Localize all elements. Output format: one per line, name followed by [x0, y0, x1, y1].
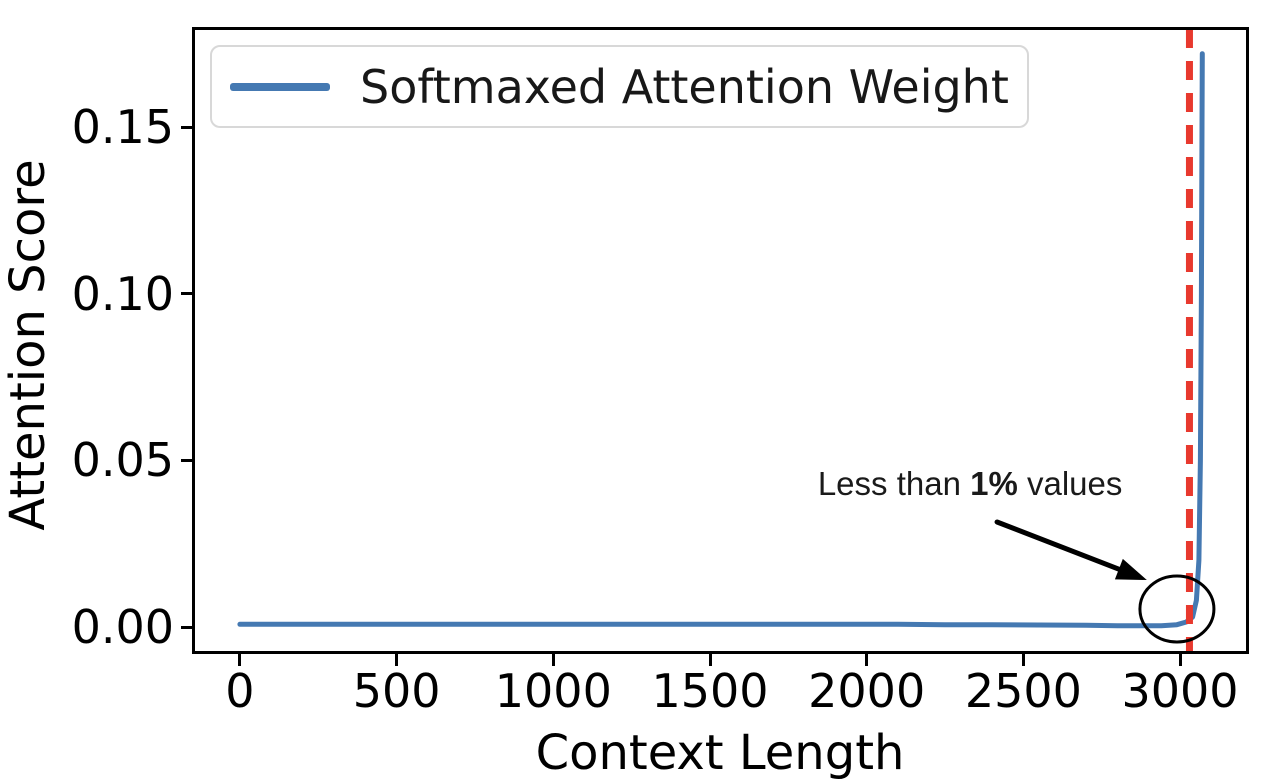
y-tick-mark: [181, 125, 192, 129]
x-tick-label: 2000: [808, 664, 926, 718]
x-tick-label: 2500: [964, 664, 1082, 718]
y-tick-mark: [181, 625, 192, 629]
y-tick-label: 0.15: [71, 100, 174, 154]
series-line: [237, 51, 1205, 629]
chart-canvas: [192, 27, 1249, 654]
annotation-text-suffix: values: [1017, 465, 1123, 502]
y-tick-label: 0.00: [71, 600, 174, 654]
x-tick-label: 3000: [1121, 664, 1239, 718]
x-tick-mark: [551, 654, 555, 666]
x-tick-label: 500: [352, 664, 441, 718]
annotation-arrow-shaft: [994, 519, 1134, 577]
y-tick-mark: [181, 458, 192, 462]
highlight-circle: [1138, 574, 1216, 644]
x-tick-label: 1500: [651, 664, 769, 718]
y-tick-label: 0.10: [71, 266, 174, 321]
annotation-text-bold: 1%: [970, 465, 1018, 502]
annotation-arrow-head: [1114, 558, 1147, 580]
x-tick-mark: [395, 654, 399, 666]
x-tick-mark: [1178, 654, 1182, 666]
x-tick-mark: [1021, 654, 1025, 666]
axes-spines: [192, 27, 1249, 654]
legend-line-swatch: [230, 82, 330, 91]
legend: Softmaxed Attention Weight: [210, 45, 1029, 128]
plot-area: Softmaxed Attention Weight: [192, 27, 1249, 654]
legend-label: Softmaxed Attention Weight: [360, 59, 1009, 114]
y-tick-label: 0.05: [71, 433, 174, 488]
y-tick-mark: [181, 292, 192, 296]
annotation-text-prefix: Less than: [817, 465, 971, 502]
x-tick-label: 0: [225, 664, 255, 718]
x-tick-mark: [865, 654, 869, 666]
x-tick-label: 1000: [494, 664, 612, 718]
x-tick-mark: [238, 654, 242, 666]
x-axis-label: Context Length: [535, 725, 905, 781]
x-tick-mark: [708, 654, 712, 666]
annotation-text: Less than 1% values: [818, 465, 1123, 503]
